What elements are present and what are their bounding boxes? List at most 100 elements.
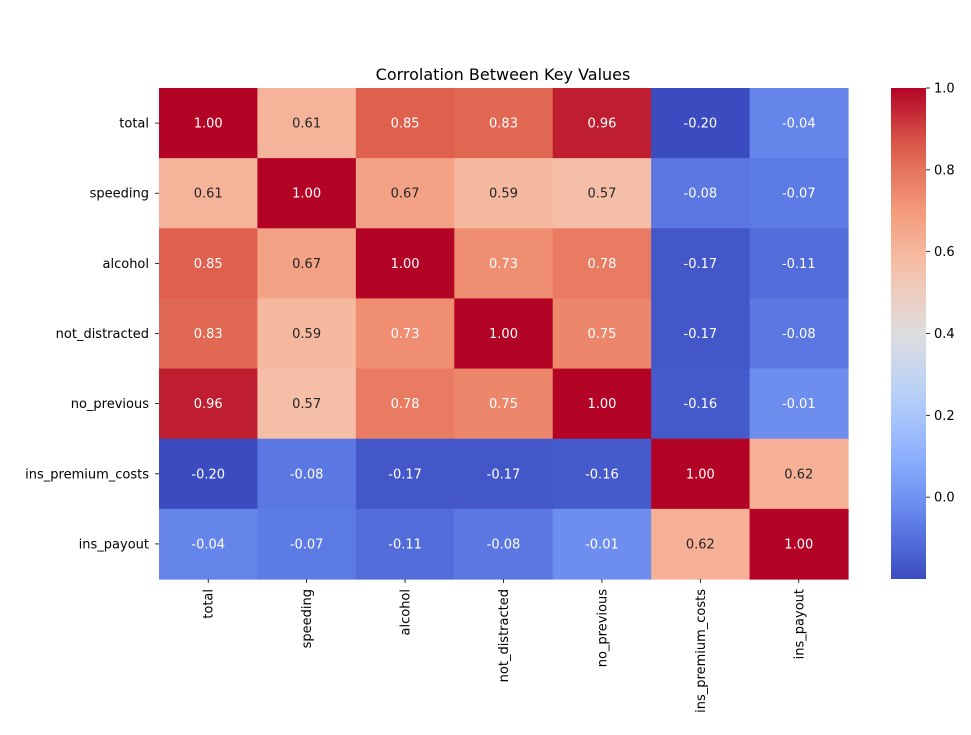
heatmap-cell (651, 508, 751, 580)
heatmap-cell (355, 88, 455, 159)
cell-value-label: -0.17 (388, 467, 422, 482)
heatmap-cell (159, 228, 259, 300)
cell-value-label: -0.20 (684, 117, 718, 132)
heatmap-cell (651, 298, 751, 370)
heatmap-cell (159, 88, 259, 159)
heatmap-cell (651, 368, 751, 440)
heatmap-cell (257, 158, 357, 229)
cell-value-label: 0.75 (489, 397, 518, 412)
row-tick-labels: total speeding alcohol not_distracted no_pre… (25, 117, 159, 552)
cell-value-label: -0.04 (191, 537, 225, 552)
cell-value-label: -0.16 (585, 467, 619, 482)
cell-value-label: 0.96 (587, 117, 616, 132)
heatmap-cell (749, 438, 849, 510)
cell-value-label: 0.61 (194, 187, 223, 202)
cell-value-label: 0.62 (784, 467, 813, 482)
heatmap-cells: 1.00 0.61 0.85 0.83 0.96 -0.20 -0.04 0.61 1.00 0.… (159, 88, 849, 580)
cell-value-label: -0.17 (684, 327, 718, 342)
row-tick-label: total (119, 117, 149, 132)
heatmap-cell (552, 508, 652, 580)
heatmap-cell (651, 438, 751, 510)
column-tick-label: no_previous (595, 589, 610, 668)
chart-title: Corrolation Between Key Values (376, 65, 631, 84)
heatmap-cell (552, 298, 652, 370)
cell-value-label: -0.20 (191, 467, 225, 482)
cell-value-label: 0.57 (292, 397, 321, 412)
heatmap-cell (454, 368, 554, 440)
heatmap-cell (257, 228, 357, 300)
heatmap-cell (355, 438, 455, 510)
heatmap-cell (552, 228, 652, 300)
cell-value-label: -0.07 (782, 187, 816, 202)
colorbar-ticks: 0.0 0.2 0.4 0.6 0.8 1.0 (926, 82, 955, 506)
cell-value-label: 1.00 (391, 257, 420, 272)
heatmap-cell (159, 508, 259, 580)
heatmap-cell (355, 368, 455, 440)
cell-value-label: 0.73 (391, 327, 420, 342)
heatmap-cell (552, 438, 652, 510)
column-tick-labels: total speeding alcohol not_distracted no_pre… (202, 579, 807, 713)
heatmap-cell (454, 228, 554, 300)
cell-value-label: 1.00 (489, 327, 518, 342)
colorbar-tick-label: 0.6 (934, 245, 955, 260)
heatmap-cell (257, 508, 357, 580)
heatmap-cell (749, 228, 849, 300)
cell-value-label: 0.96 (194, 397, 223, 412)
cell-value-label: 0.59 (292, 327, 321, 342)
heatmap-cell (552, 88, 652, 159)
cell-value-label: 0.73 (489, 257, 518, 272)
colorbar-tick-label: 0.2 (934, 409, 955, 424)
row-tick-label: alcohol (103, 257, 149, 272)
colorbar (891, 88, 926, 579)
cell-value-label: 1.00 (686, 467, 715, 482)
cell-value-label: -0.01 (782, 397, 816, 412)
heatmap-cell (749, 158, 849, 229)
cell-value-label: 0.67 (292, 257, 321, 272)
heatmap-cell (355, 228, 455, 300)
cell-value-label: 0.83 (489, 117, 518, 132)
row-tick-label: ins_payout (79, 537, 149, 552)
colorbar-tick-label: 0.0 (934, 491, 955, 506)
heatmap-cell (257, 88, 357, 159)
row-tick-label: speeding (90, 187, 149, 202)
column-tick-label: not_distracted (497, 589, 512, 682)
cell-value-label: -0.17 (684, 257, 718, 272)
cell-value-label: 0.85 (391, 117, 420, 132)
cell-value-label: 0.61 (292, 117, 321, 132)
cell-value-label: -0.11 (388, 537, 422, 552)
heatmap-cell (257, 298, 357, 370)
colorbar-tick-label: 0.8 (934, 163, 955, 178)
heatmap-cell (257, 438, 357, 510)
colorbar-tick-label: 0.4 (934, 327, 955, 342)
heatmap-cell (355, 508, 455, 580)
heatmap-cell (749, 88, 849, 159)
cell-value-label: 0.85 (194, 257, 223, 272)
heatmap-cell (355, 298, 455, 370)
cell-value-label: 1.00 (292, 187, 321, 202)
heatmap-cell (454, 298, 554, 370)
column-tick-label: speeding (300, 589, 315, 648)
cell-value-label: 0.83 (194, 327, 223, 342)
cell-value-label: -0.04 (782, 117, 816, 132)
cell-value-label: -0.11 (782, 257, 816, 272)
heatmap-cell (749, 298, 849, 370)
row-tick-label: ins_premium_costs (25, 467, 149, 482)
heatmap-cell (257, 368, 357, 440)
heatmap-cell (749, 508, 849, 580)
heatmap-cell (454, 508, 554, 580)
cell-value-label: -0.01 (585, 537, 619, 552)
cell-value-label: 0.57 (587, 187, 616, 202)
column-tick-label: ins_payout (792, 589, 807, 659)
heatmap-cell (651, 158, 751, 229)
heatmap-cell (159, 368, 259, 440)
cell-value-label: 1.00 (784, 537, 813, 552)
heatmap-cell (355, 158, 455, 229)
heatmap-cell (651, 228, 751, 300)
cell-value-label: 0.67 (391, 187, 420, 202)
cell-value-label: -0.08 (684, 187, 718, 202)
column-tick-label: total (202, 589, 217, 619)
heatmap-cell (159, 438, 259, 510)
heatmap-cell (159, 298, 259, 370)
cell-value-label: 0.62 (686, 537, 715, 552)
